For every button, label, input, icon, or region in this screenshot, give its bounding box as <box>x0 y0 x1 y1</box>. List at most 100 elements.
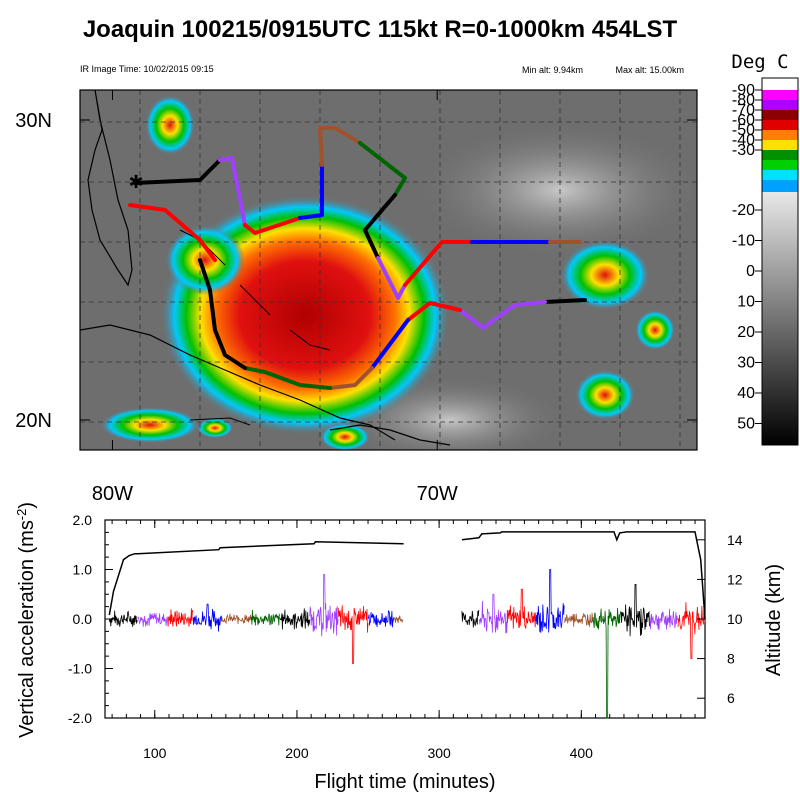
acceleration-trace <box>251 609 281 626</box>
satellite-map: ✱ <box>80 90 697 450</box>
x-tick-label: 400 <box>570 745 594 761</box>
timeseries-axes: 100 200 300 400 2.0 1.0 0.0 -1.0 -2.0 14 12 10 8 6 <box>68 512 743 761</box>
y-tick-label: 0.0 <box>73 611 93 627</box>
track-segment <box>218 156 247 227</box>
y-tick-label: -1.0 <box>68 661 92 677</box>
colorbar-label: -80 <box>732 92 755 109</box>
y-axis-label-exponent: -2 <box>14 509 29 521</box>
track-segment <box>328 366 374 390</box>
x-tick-label: 100 <box>143 745 167 761</box>
x-tick-label: 300 <box>427 745 451 761</box>
altitude-line <box>461 531 706 620</box>
cloud-band <box>410 120 697 260</box>
colorbar-labels: -90-80-70-60-50-40-30 -20 -10 0 10 20 30 40 50 <box>732 82 762 433</box>
coastline-cuba <box>80 324 396 441</box>
track-segment <box>358 141 407 197</box>
colorbar-title: Deg C <box>731 51 788 73</box>
track-segment <box>458 300 547 330</box>
flight-track <box>128 126 587 390</box>
min-altitude: Min alt: 9.94km <box>522 65 583 75</box>
track-segment <box>198 258 247 370</box>
track-segment <box>133 158 222 185</box>
acceleration-trace <box>649 608 679 631</box>
convective-cell <box>165 225 245 295</box>
acceleration-trace <box>677 602 706 659</box>
takeoff-marker-icon: ✱ <box>128 172 143 193</box>
altitude-line <box>108 541 404 616</box>
lon-label: 80W <box>92 483 133 505</box>
convective-cell <box>100 407 200 443</box>
y-axis-label-main: Vertical acceleration (ms <box>16 520 38 738</box>
convective-cell <box>575 370 635 420</box>
colorbar-label: -10 <box>732 233 755 250</box>
acceleration-trace <box>309 574 339 637</box>
colorbar-gray-ramp <box>762 192 798 445</box>
acceleration-trace <box>221 613 252 625</box>
convective-cell <box>560 240 650 310</box>
colorbar-swatch <box>762 160 798 170</box>
lat-label: 20N <box>15 410 52 432</box>
timeseries-plot <box>108 531 706 719</box>
acceleration-trace <box>192 603 222 632</box>
colorbar-label: 40 <box>737 385 755 402</box>
acceleration-trace <box>108 610 138 627</box>
x-tick-label: 200 <box>285 745 309 761</box>
track-segment <box>406 301 462 322</box>
ir-image-time: IR Image Time: 10/02/2015 09:15 <box>80 64 214 74</box>
y2-tick-label: 14 <box>727 532 743 548</box>
track-segment <box>543 298 587 304</box>
acceleration-trace <box>367 609 394 628</box>
y2-axis-label: Altitude (km) <box>763 564 785 676</box>
track-segment <box>363 193 397 260</box>
acceleration-trace <box>137 612 168 627</box>
colorbar-swatch <box>762 180 798 192</box>
colorbar-swatch <box>762 170 798 180</box>
colorbar-swatch <box>762 120 798 130</box>
coastline-florida <box>87 90 133 287</box>
colorbar-label: -70 <box>732 102 755 119</box>
colorbar-label: 30 <box>737 355 755 372</box>
colorbar-swatch <box>762 130 798 140</box>
acceleration-trace <box>279 608 311 630</box>
colorbar-label: -20 <box>732 202 755 219</box>
acceleration-trace <box>393 615 404 624</box>
y-tick-label: -2.0 <box>68 710 92 726</box>
colorbar-label: -50 <box>732 122 755 139</box>
track-segment <box>128 203 217 262</box>
colorbar-swatch <box>762 90 798 100</box>
acceleration-trace <box>535 569 565 633</box>
colorbar-swatch <box>762 78 798 90</box>
colorbar-label: -60 <box>732 112 755 129</box>
y-axis-label-close: ) <box>16 502 38 509</box>
colorbar-swatch <box>762 150 798 160</box>
convective-cell <box>635 310 675 350</box>
coastline-hispaniola <box>329 424 451 446</box>
acceleration-trace <box>337 605 369 664</box>
colorbar-label: -30 <box>732 142 755 159</box>
lat-label: 30N <box>15 110 52 132</box>
chart-title: Joaquin 100215/0915UTC 115kt R=0-1000km … <box>83 16 678 43</box>
acceleration-trace <box>564 612 593 627</box>
acceleration-trace <box>461 610 480 628</box>
colorbar-label: 50 <box>737 416 755 433</box>
coastline-jamaica <box>189 417 251 426</box>
colorbar-frame <box>761 77 799 446</box>
colorbar-label: 10 <box>737 294 755 311</box>
convective-cell <box>197 418 233 438</box>
y2-tick-label: 12 <box>727 571 743 587</box>
acceleration-trace <box>507 588 537 629</box>
track-segment <box>318 126 362 167</box>
track-segment <box>243 216 302 235</box>
map-gridlines <box>80 90 697 450</box>
acceleration-trace <box>478 593 508 634</box>
max-altitude: Max alt: 15.00km <box>615 65 684 75</box>
colorbar: Deg C -90-80-70-60-50-40-30 -20 -10 0 10 20 30… <box>731 51 799 446</box>
colorbar-swatch <box>762 100 798 110</box>
colorbar-label: 20 <box>737 324 755 341</box>
y2-tick-label: 6 <box>727 690 735 706</box>
map-frame <box>79 89 698 451</box>
track-segment <box>298 163 324 220</box>
colorbar-swatch <box>762 110 798 120</box>
y2-tick-label: 10 <box>727 611 743 627</box>
